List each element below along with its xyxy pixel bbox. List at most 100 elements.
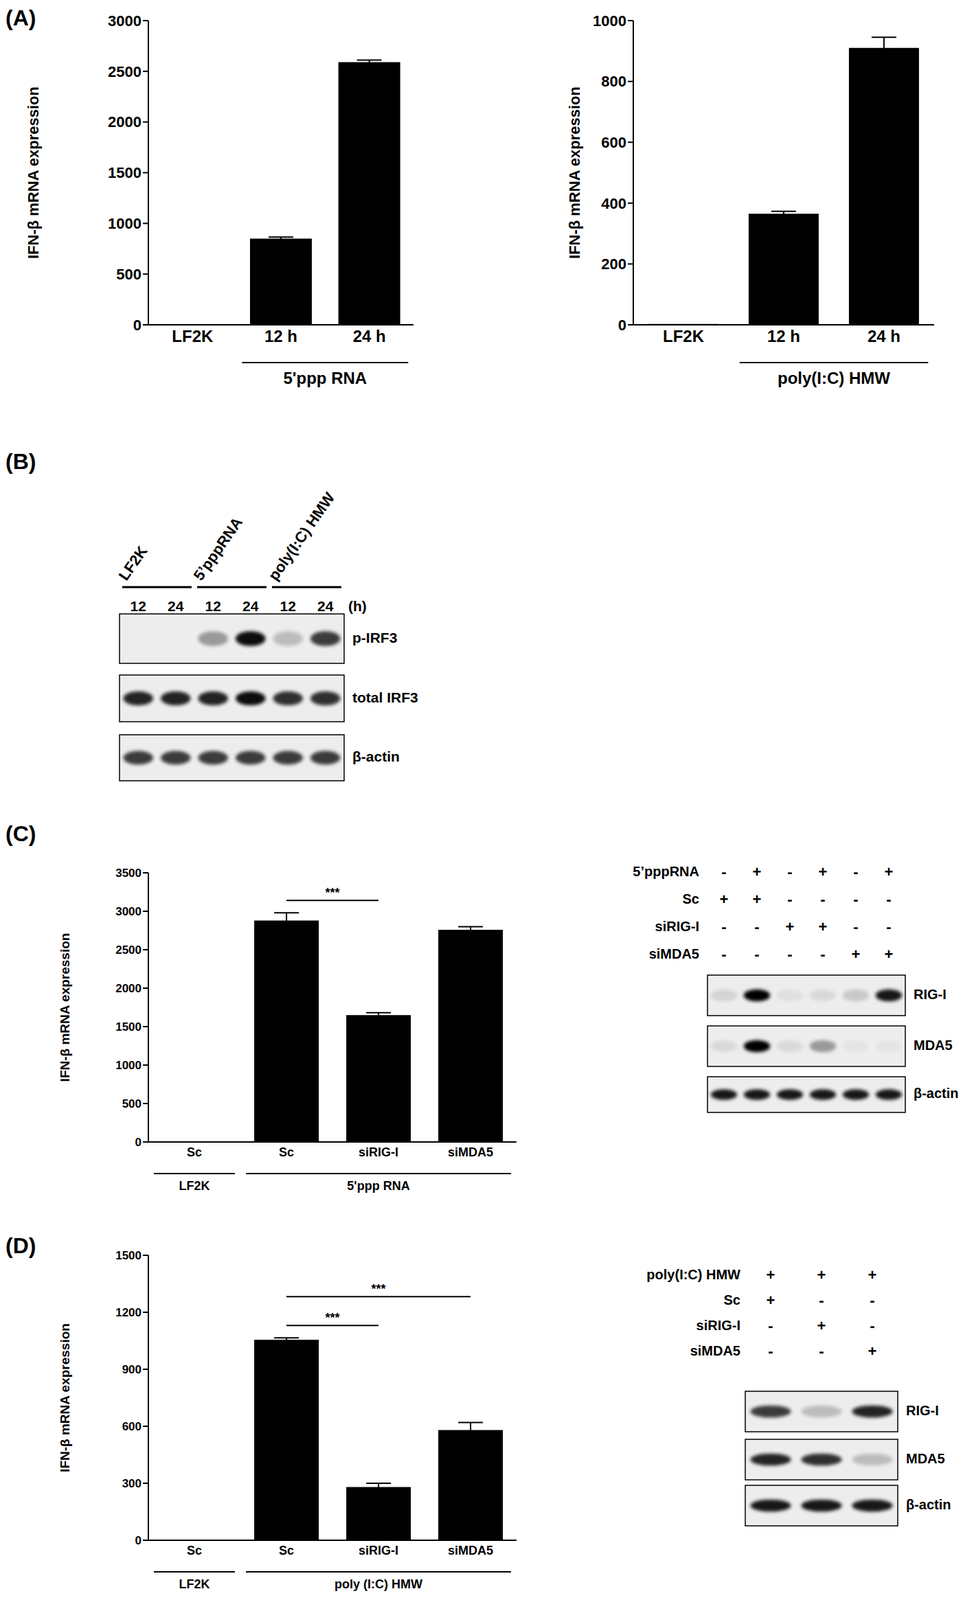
svg-text:-: - xyxy=(767,1317,773,1335)
svg-text:-: - xyxy=(787,945,792,964)
svg-text:LF2K: LF2K xyxy=(115,542,152,584)
svg-text:-: - xyxy=(886,890,891,909)
svg-text:3000: 3000 xyxy=(115,905,142,919)
svg-text:-: - xyxy=(787,863,792,881)
svg-text:12: 12 xyxy=(205,598,222,615)
svg-text:-: - xyxy=(721,863,727,881)
svg-text:1000: 1000 xyxy=(115,1059,142,1073)
svg-text:0: 0 xyxy=(135,1136,142,1150)
svg-text:Sc: Sc xyxy=(723,1292,741,1308)
svg-text:1200: 1200 xyxy=(115,1306,142,1320)
svg-text:siMDA5: siMDA5 xyxy=(690,1343,741,1359)
svg-text:siMDA5: siMDA5 xyxy=(447,1145,494,1160)
svg-text:12: 12 xyxy=(130,598,147,615)
svg-text:0: 0 xyxy=(618,316,627,334)
svg-text:+: + xyxy=(884,863,894,881)
svg-text:12 h: 12 h xyxy=(264,326,298,346)
svg-text:+: + xyxy=(817,1317,827,1335)
svg-text:LF2K: LF2K xyxy=(179,1179,211,1194)
svg-text:+: + xyxy=(785,918,795,936)
svg-text:0: 0 xyxy=(135,1534,142,1548)
svg-text:-: - xyxy=(886,918,891,936)
svg-text:3500: 3500 xyxy=(115,866,142,880)
svg-text:total IRF3: total IRF3 xyxy=(352,689,419,706)
svg-text:2500: 2500 xyxy=(115,943,142,957)
svg-text:Sc: Sc xyxy=(186,1145,202,1160)
svg-text:+: + xyxy=(817,1266,827,1284)
svg-text:RIG-I: RIG-I xyxy=(905,1403,939,1419)
svg-text:900: 900 xyxy=(122,1363,142,1377)
svg-text:2000: 2000 xyxy=(115,982,142,996)
svg-text:LF2K: LF2K xyxy=(662,326,705,346)
svg-text:2500: 2500 xyxy=(107,63,142,81)
svg-text:24 h: 24 h xyxy=(353,326,387,346)
svg-text:siRIG-I: siRIG-I xyxy=(696,1318,741,1334)
svg-text:-: - xyxy=(869,1317,875,1335)
svg-text:+: + xyxy=(752,863,762,881)
svg-text:-: - xyxy=(818,1342,824,1361)
svg-text:12: 12 xyxy=(280,598,297,615)
svg-text:siMDA5: siMDA5 xyxy=(447,1544,494,1558)
svg-text:1500: 1500 xyxy=(115,1249,142,1263)
svg-text:2000: 2000 xyxy=(107,113,142,131)
svg-text:p-IRF3: p-IRF3 xyxy=(352,629,398,646)
svg-text:β-actin: β-actin xyxy=(913,1085,959,1102)
svg-text:+: + xyxy=(868,1266,878,1284)
svg-text:24 h: 24 h xyxy=(867,326,901,346)
svg-text:+: + xyxy=(868,1342,878,1361)
svg-text:+: + xyxy=(851,945,861,964)
svg-text:MDA5: MDA5 xyxy=(905,1451,946,1467)
svg-text:12 h: 12 h xyxy=(767,326,801,346)
svg-text:siRIG-I: siRIG-I xyxy=(655,919,700,935)
svg-text:IFN-β mRNA expression: IFN-β mRNA expression xyxy=(24,86,42,259)
svg-text:-: - xyxy=(820,945,825,964)
svg-text:24: 24 xyxy=(167,598,185,615)
svg-text:3000: 3000 xyxy=(107,12,142,30)
svg-text:400: 400 xyxy=(601,195,627,213)
svg-text:***: *** xyxy=(324,886,340,900)
svg-text:poly(I:C) HMW: poly(I:C) HMW xyxy=(777,368,891,388)
svg-text:5'ppp RNA: 5'ppp RNA xyxy=(282,368,367,388)
svg-text:-: - xyxy=(721,945,727,964)
svg-text:+: + xyxy=(884,945,894,964)
svg-text:poly(I:C) HMW: poly(I:C) HMW xyxy=(265,489,339,584)
svg-text:LF2K: LF2K xyxy=(171,326,214,346)
svg-text:Sc: Sc xyxy=(278,1544,294,1558)
svg-text:1000: 1000 xyxy=(592,12,627,30)
svg-text:LF2K: LF2K xyxy=(179,1577,211,1592)
svg-text:-: - xyxy=(754,918,760,936)
svg-text:Sc: Sc xyxy=(682,891,700,907)
svg-text:500: 500 xyxy=(116,265,142,283)
svg-text:β-actin: β-actin xyxy=(352,748,400,765)
svg-text:(h): (h) xyxy=(348,598,367,615)
svg-text:poly (I:C) HMW: poly (I:C) HMW xyxy=(334,1577,423,1592)
svg-text:600: 600 xyxy=(122,1420,142,1434)
svg-text:5’pppRNA: 5’pppRNA xyxy=(190,513,247,584)
svg-text:β-actin: β-actin xyxy=(905,1497,952,1513)
svg-text:1500: 1500 xyxy=(107,164,142,182)
svg-text:800: 800 xyxy=(601,72,627,90)
svg-text:RIG-I: RIG-I xyxy=(913,987,947,1003)
svg-text:IFN-β mRNA expression: IFN-β mRNA expression xyxy=(57,1323,73,1473)
svg-text:poly(I:C) HMW: poly(I:C) HMW xyxy=(646,1267,741,1283)
svg-text:5'ppp RNA: 5'ppp RNA xyxy=(346,1179,410,1194)
svg-text:0: 0 xyxy=(133,316,142,334)
svg-text:-: - xyxy=(787,890,792,909)
svg-text:+: + xyxy=(818,918,828,936)
svg-text:-: - xyxy=(853,863,858,881)
svg-text:-: - xyxy=(820,890,825,909)
svg-text:24: 24 xyxy=(242,598,259,615)
svg-text:500: 500 xyxy=(122,1097,142,1111)
svg-text:Sc: Sc xyxy=(278,1145,294,1160)
svg-text:+: + xyxy=(818,863,828,881)
svg-text:+: + xyxy=(766,1266,776,1284)
svg-text:-: - xyxy=(754,945,760,964)
svg-text:***: *** xyxy=(370,1282,386,1297)
svg-text:+: + xyxy=(719,890,729,909)
svg-text:IFN-β mRNA expression: IFN-β mRNA expression xyxy=(57,933,73,1083)
svg-text:1000: 1000 xyxy=(107,214,142,233)
svg-text:24: 24 xyxy=(317,598,334,615)
svg-text:200: 200 xyxy=(601,255,627,273)
svg-text:5’pppRNA: 5’pppRNA xyxy=(632,864,700,880)
svg-text:siRIG-I: siRIG-I xyxy=(358,1145,399,1160)
